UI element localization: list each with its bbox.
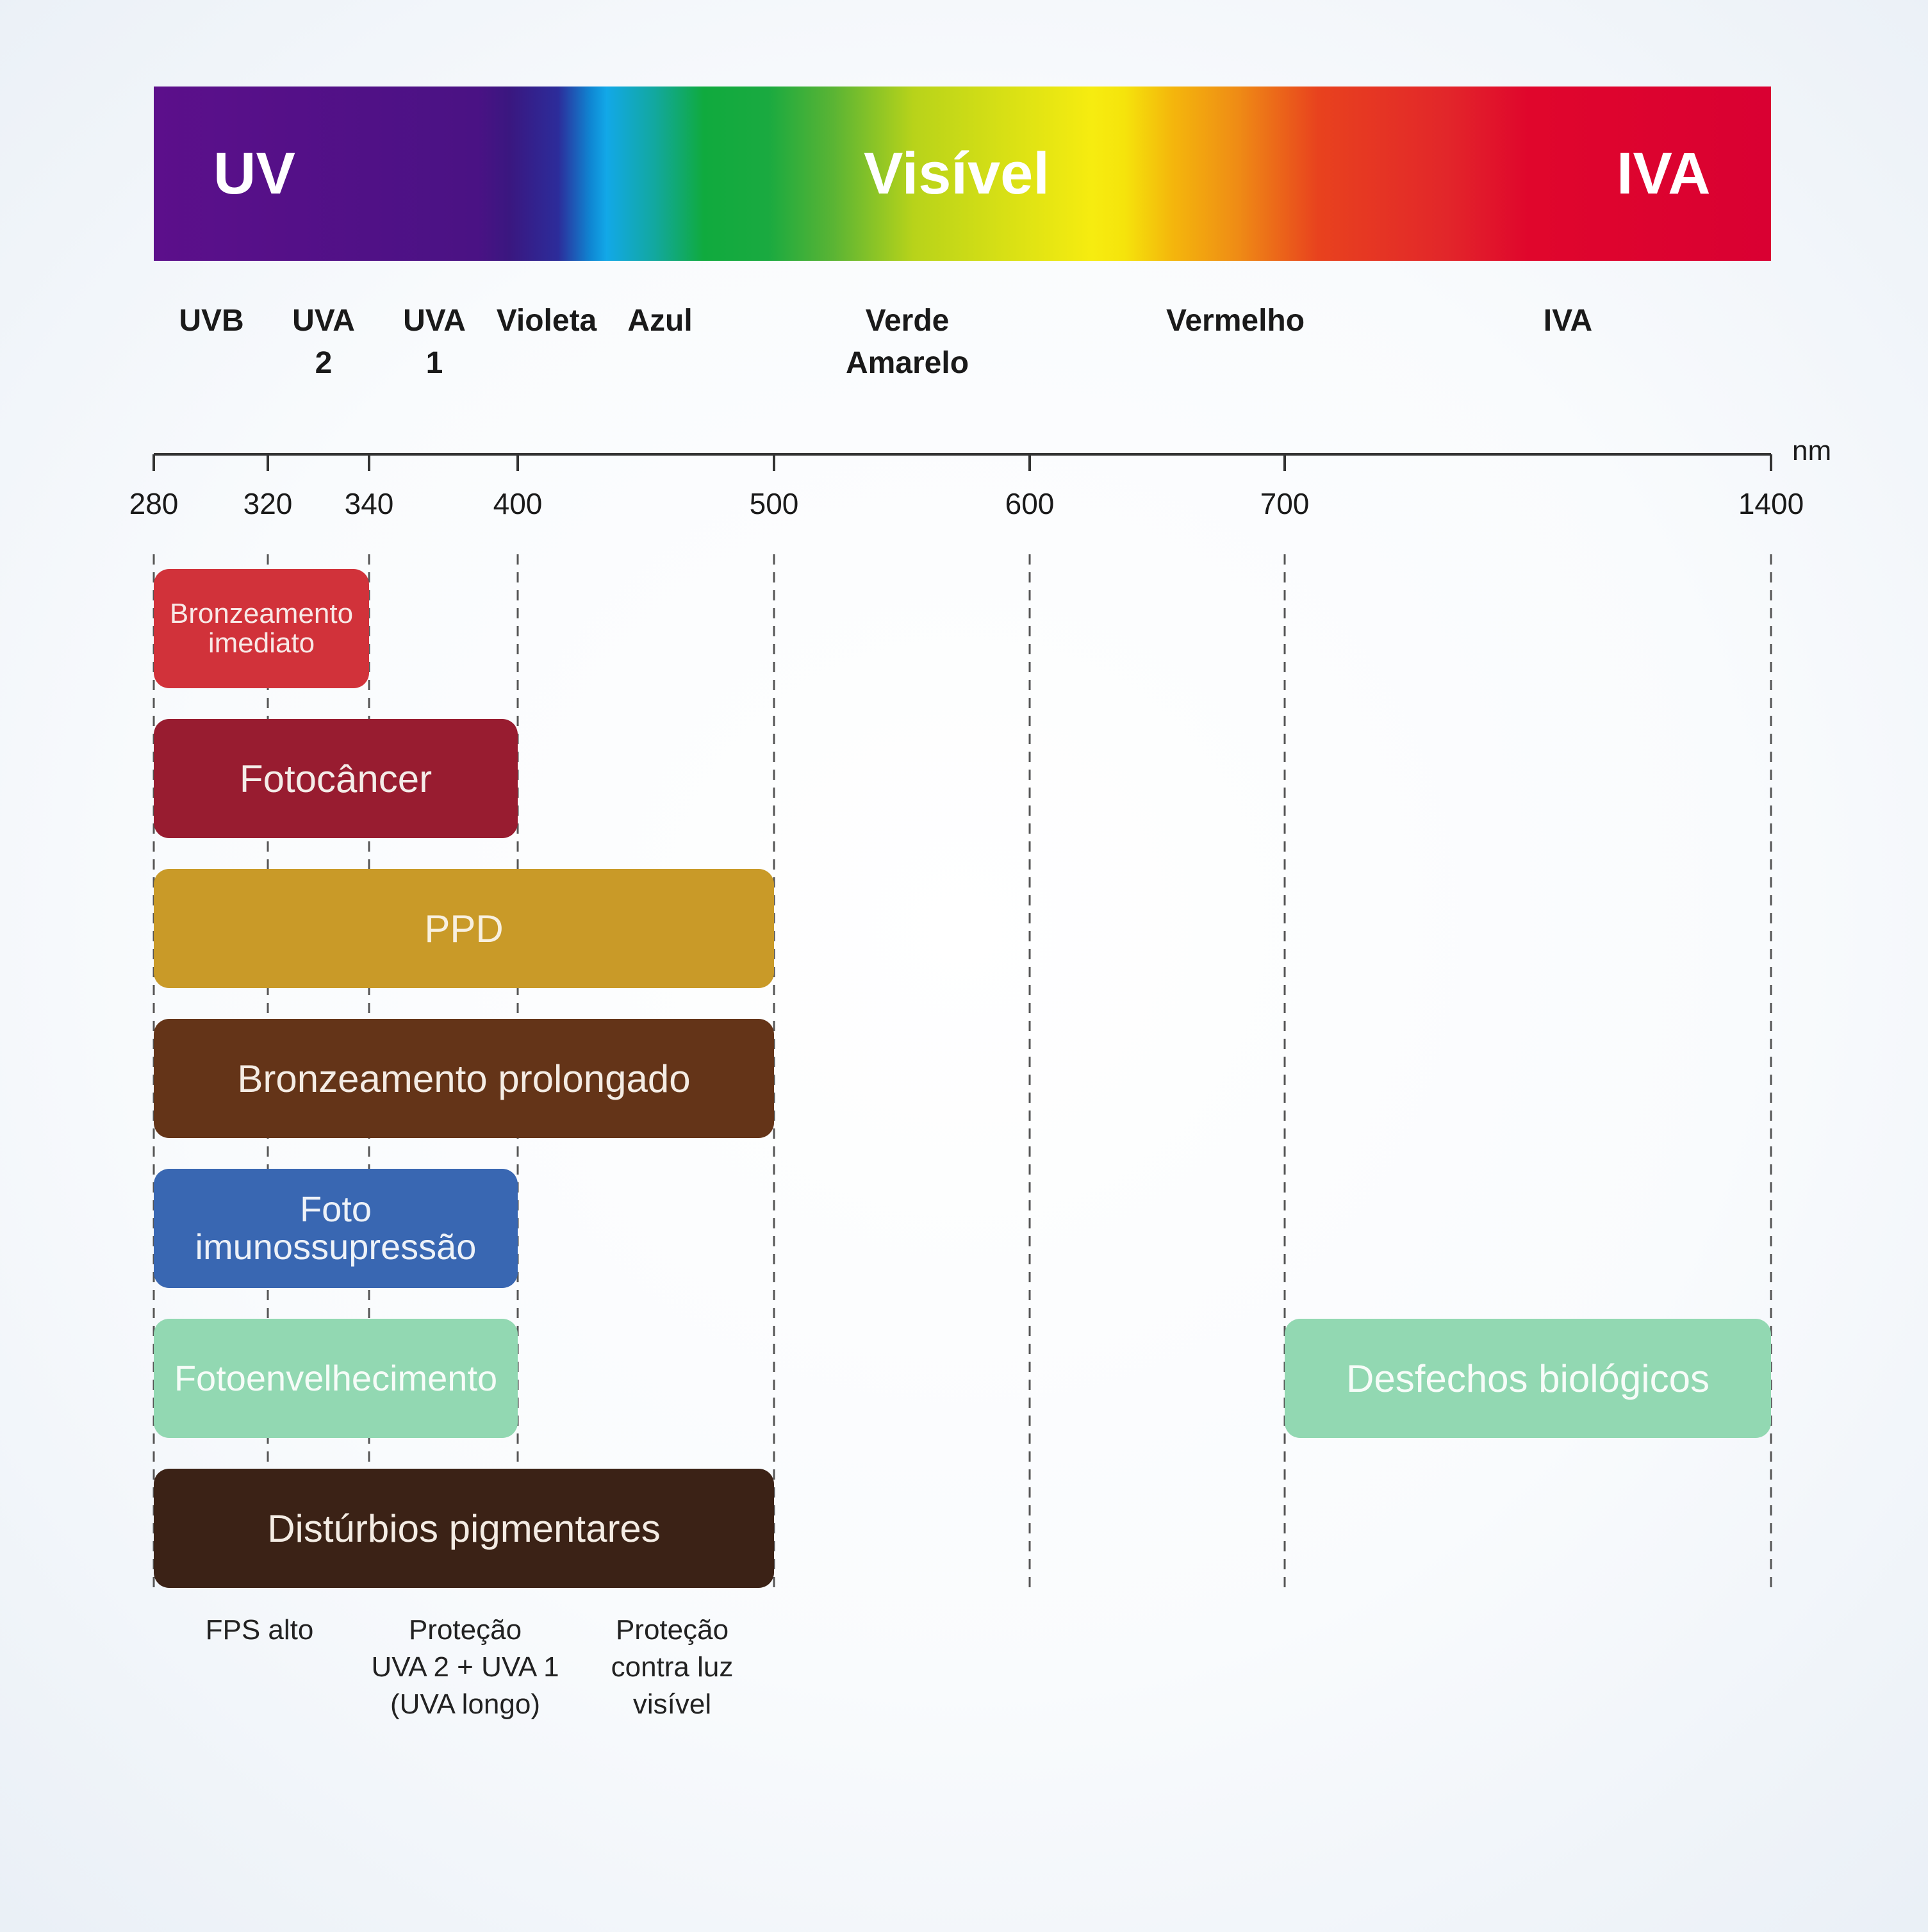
spectrum-visible-label: Visível: [864, 141, 1050, 206]
axis-unit-label: nm: [1792, 435, 1832, 466]
tick-label-700: 700: [1260, 487, 1310, 520]
spectrum-gradient-bar: UV Visível IVA: [154, 87, 1771, 261]
effect-box-bronzeamento-imediato: Bronzeamento imediato: [154, 569, 369, 688]
effect-box-foto-imunossupressao: Foto imunossupressão: [154, 1169, 518, 1288]
protection-luz-visivel: Proteção contra luz visível: [611, 1614, 734, 1720]
tick-label-320: 320: [243, 487, 293, 520]
band-label-uva1: UVA 1: [403, 304, 466, 380]
effect-box-disturbios-pigmentares: Distúrbios pigmentares: [154, 1469, 774, 1588]
band-label-violeta: Violeta: [496, 304, 597, 338]
band-label-iva: IVA: [1543, 304, 1593, 338]
spectrum-iva-label: IVA: [1617, 141, 1711, 206]
band-label-verde-amarelo: Verde Amarelo: [845, 304, 969, 380]
spectrum-uv-label: UV: [213, 141, 295, 206]
effect-box-fotoenvelhecimento: Fotoenvelhecimento: [154, 1319, 518, 1438]
band-label-azul: Azul: [627, 304, 693, 338]
band-label-uvb: UVB: [179, 304, 244, 338]
effect-box-ppd: PPD: [154, 869, 774, 988]
effect-box-desfechos-biologicos: Desfechos biológicos: [1285, 1319, 1771, 1438]
tick-label-340: 340: [344, 487, 394, 520]
effect-box-fotocancer: Fotocâncer: [154, 719, 518, 838]
protection-uva: Proteção UVA 2 + UVA 1 (UVA longo): [371, 1614, 559, 1720]
effect-box-bronzeamento-prolongado: Bronzeamento prolongado: [154, 1019, 774, 1138]
tick-label-1400: 1400: [1738, 487, 1804, 520]
band-label-vermelho: Vermelho: [1166, 304, 1305, 338]
tick-label-280: 280: [129, 487, 179, 520]
protection-fps-alto: FPS alto: [205, 1614, 314, 1646]
tick-label-500: 500: [749, 487, 799, 520]
band-label-uva2: UVA 2: [292, 304, 355, 380]
tick-label-400: 400: [493, 487, 543, 520]
tick-label-600: 600: [1005, 487, 1055, 520]
